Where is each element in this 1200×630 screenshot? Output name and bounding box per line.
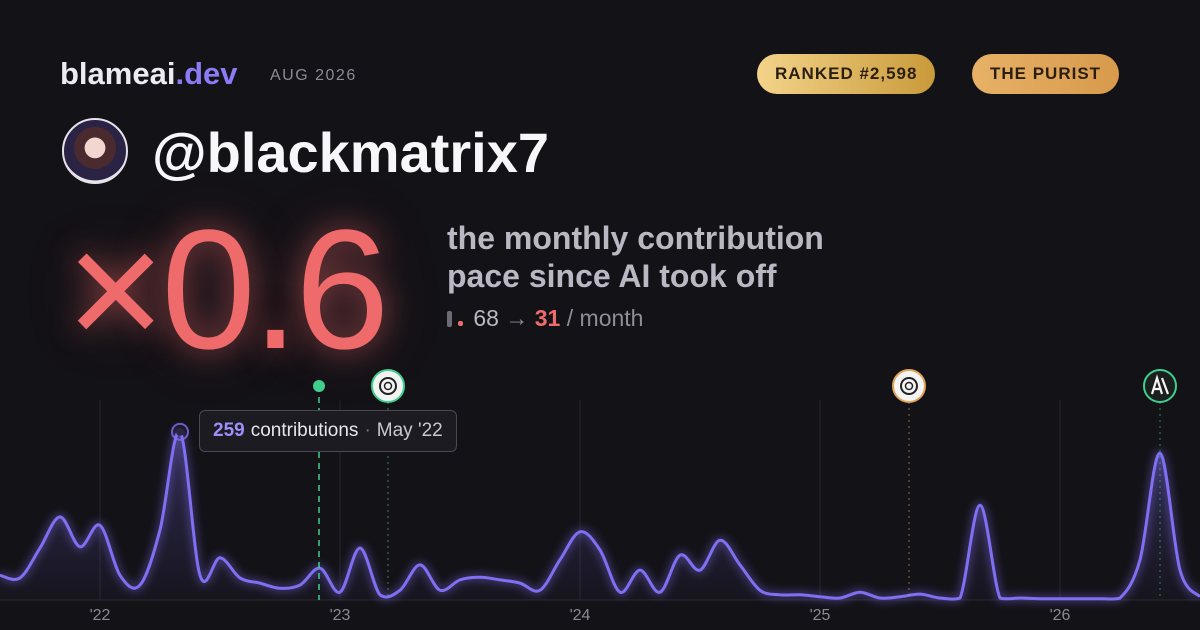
handle: @blackmatrix7 xyxy=(152,121,550,184)
openai-icon xyxy=(892,369,926,403)
tooltip-date: May '22 xyxy=(376,420,443,441)
brand-name: blameai xyxy=(60,56,176,91)
x-tick-label: '22 xyxy=(90,607,111,624)
description: the monthly contribution xyxy=(447,220,824,256)
brand-tld: .dev xyxy=(175,56,238,91)
line xyxy=(0,430,1200,601)
openai-icon xyxy=(371,369,405,403)
pace-arrow: → xyxy=(505,305,529,331)
x-tick-label: '24 xyxy=(570,607,591,624)
pace-unit: / month xyxy=(566,305,644,331)
area xyxy=(0,431,1200,600)
marker-dot xyxy=(313,380,325,392)
x-tick-label: '25 xyxy=(810,607,831,624)
date: AUG 2026 xyxy=(270,67,357,84)
rank-badge: RANKED #2,598 xyxy=(757,54,936,94)
tooltip: 259 contributions · May '22 xyxy=(199,410,457,452)
x-tick-label: '23 xyxy=(330,607,351,624)
pace-before: 68 xyxy=(473,305,499,331)
x-tick-label: '26 xyxy=(1050,607,1071,624)
avatar xyxy=(62,118,128,184)
tooltip-separator: · xyxy=(364,420,371,441)
archetype-badge: THE PURIST xyxy=(972,54,1120,94)
tooltip-label: contributions xyxy=(250,420,359,441)
description: pace since AI took off xyxy=(447,258,777,294)
anthropic-icon xyxy=(1143,369,1177,403)
pace: 68 → 31 / month xyxy=(447,305,643,332)
brand: blameai.dev xyxy=(60,56,237,92)
event-markers xyxy=(313,369,1177,600)
highlight-point xyxy=(171,422,189,441)
multiplier: ×0.6 xyxy=(66,195,390,385)
pace-after: 31 xyxy=(534,305,561,331)
highlight-point-core xyxy=(176,427,184,436)
tooltip-value: 259 xyxy=(213,420,245,441)
